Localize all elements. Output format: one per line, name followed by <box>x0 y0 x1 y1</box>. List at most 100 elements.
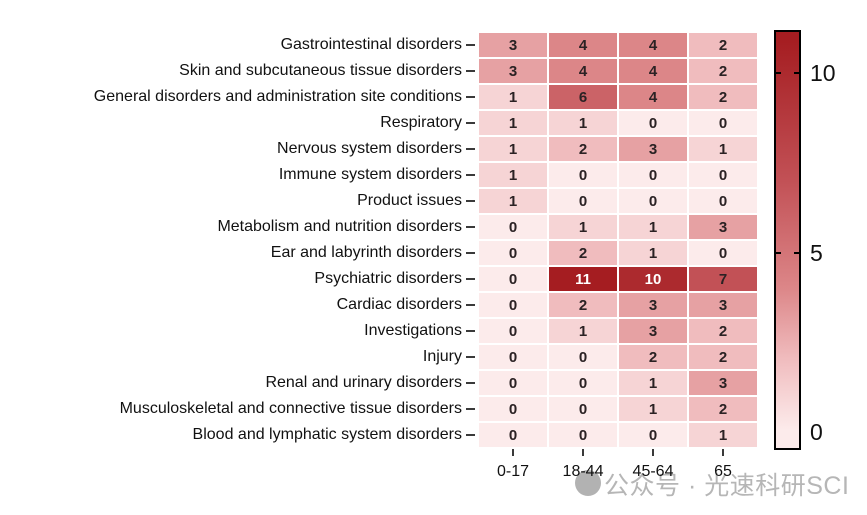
row-label: Renal and urinary disorders <box>265 374 462 391</box>
y-tick-mark <box>466 356 475 358</box>
row-label: Blood and lymphatic system disorders <box>192 426 462 443</box>
heatmap-cell: 2 <box>688 84 758 110</box>
row-label: Investigations <box>364 322 462 339</box>
heatmap-cell: 0 <box>548 370 618 396</box>
heatmap-cell: 1 <box>688 422 758 448</box>
heatmap-cell: 1 <box>618 396 688 422</box>
heatmap-cell: 4 <box>618 32 688 58</box>
heatmap-cell: 0 <box>618 162 688 188</box>
y-tick-mark <box>466 44 475 46</box>
heatmap-cell: 3 <box>618 136 688 162</box>
row-label: Metabolism and nutrition disorders <box>217 218 462 235</box>
y-tick-mark <box>466 330 475 332</box>
heatmap-cell: 1 <box>688 136 758 162</box>
heatmap-cell: 0 <box>618 188 688 214</box>
y-tick-mark <box>466 304 475 306</box>
row-label: Respiratory <box>380 114 462 131</box>
colorbar-tick-label: 0 <box>810 419 823 446</box>
y-tick-mark <box>466 122 475 124</box>
row-label: Skin and subcutaneous tissue disorders <box>179 62 462 79</box>
heatmap-cell: 1 <box>478 84 548 110</box>
colorbar-tick-mark <box>794 251 799 254</box>
heatmap-cell: 2 <box>618 344 688 370</box>
heatmap-cell: 2 <box>688 344 758 370</box>
heatmap-cell: 0 <box>478 344 548 370</box>
y-tick-mark <box>466 434 475 436</box>
y-tick-mark <box>466 174 475 176</box>
x-tick-mark <box>652 449 654 456</box>
heatmap-cell: 1 <box>618 370 688 396</box>
heatmap-cell: 0 <box>478 266 548 292</box>
heatmap-cell: 3 <box>618 292 688 318</box>
heatmap-cell: 1 <box>548 110 618 136</box>
colorbar-tick-label: 10 <box>810 60 836 87</box>
y-tick-mark <box>466 148 475 150</box>
colorbar-tick-mark <box>776 72 781 75</box>
y-tick-mark <box>466 408 475 410</box>
heatmap-cell: 2 <box>548 136 618 162</box>
heatmap-cell: 6 <box>548 84 618 110</box>
heatmap-cell: 0 <box>548 396 618 422</box>
row-label: Gastrointestinal disorders <box>280 36 462 53</box>
heatmap-cell: 2 <box>548 292 618 318</box>
heatmap-cell: 0 <box>548 344 618 370</box>
heatmap-cell: 1 <box>478 110 548 136</box>
heatmap-cell: 2 <box>688 318 758 344</box>
heatmap-cell: 0 <box>688 188 758 214</box>
x-tick-mark <box>582 449 584 456</box>
colorbar <box>774 30 801 450</box>
y-tick-mark <box>466 96 475 98</box>
heatmap-cell: 3 <box>618 318 688 344</box>
y-tick-mark <box>466 200 475 202</box>
row-label: Product issues <box>357 192 462 209</box>
x-tick-label: 45-64 <box>632 463 674 480</box>
heatmap-cell: 1 <box>478 162 548 188</box>
heatmap-cell: 3 <box>688 370 758 396</box>
y-tick-mark <box>466 278 475 280</box>
heatmap-cell: 0 <box>478 292 548 318</box>
heatmap-cell: 1 <box>478 188 548 214</box>
heatmap-cell: 4 <box>618 84 688 110</box>
row-label: Immune system disorders <box>278 166 462 183</box>
heatmap-cell: 4 <box>618 58 688 84</box>
heatmap-cell: 0 <box>688 110 758 136</box>
heatmap-cell: 4 <box>548 58 618 84</box>
heatmap-cell: 0 <box>688 162 758 188</box>
heatmap-cell: 11 <box>548 266 618 292</box>
heatmap-cell: 3 <box>478 58 548 84</box>
heatmap-cell: 1 <box>478 136 548 162</box>
heatmap-cell: 0 <box>618 110 688 136</box>
heatmap-cell: 0 <box>478 318 548 344</box>
row-label: Nervous system disorders <box>277 140 462 157</box>
y-tick-mark <box>466 70 475 72</box>
heatmap-cell: 0 <box>548 422 618 448</box>
heatmap-cell: 0 <box>548 162 618 188</box>
x-tick-label: 0-17 <box>496 463 530 480</box>
heatmap-cell: 3 <box>688 214 758 240</box>
y-tick-mark <box>466 252 475 254</box>
colorbar-tick-mark <box>776 251 781 254</box>
heatmap-cell: 0 <box>478 422 548 448</box>
row-label: Ear and labyrinth disorders <box>270 244 462 261</box>
colorbar-tick-label: 5 <box>810 239 823 266</box>
row-label: General disorders and administration sit… <box>93 88 462 105</box>
heatmap-cell: 0 <box>478 370 548 396</box>
row-label: Psychiatric disorders <box>314 270 462 287</box>
colorbar-tick-mark <box>794 72 799 75</box>
row-label: Injury <box>422 348 462 365</box>
heatmap-cell: 0 <box>688 240 758 266</box>
heatmap-cell: 10 <box>618 266 688 292</box>
x-tick-mark <box>722 449 724 456</box>
heatmap-cell: 1 <box>548 214 618 240</box>
heatmap-cell: 2 <box>688 58 758 84</box>
heatmap-cell: 1 <box>548 318 618 344</box>
row-label: Cardiac disorders <box>336 296 462 313</box>
heatmap-cell: 3 <box>688 292 758 318</box>
y-tick-mark <box>466 226 475 228</box>
row-label: Musculoskeletal and connective tissue di… <box>119 400 462 417</box>
heatmap-cell: 0 <box>548 188 618 214</box>
heatmap-cell: 3 <box>478 32 548 58</box>
heatmap-cell: 2 <box>548 240 618 266</box>
heatmap-cell: 0 <box>478 396 548 422</box>
